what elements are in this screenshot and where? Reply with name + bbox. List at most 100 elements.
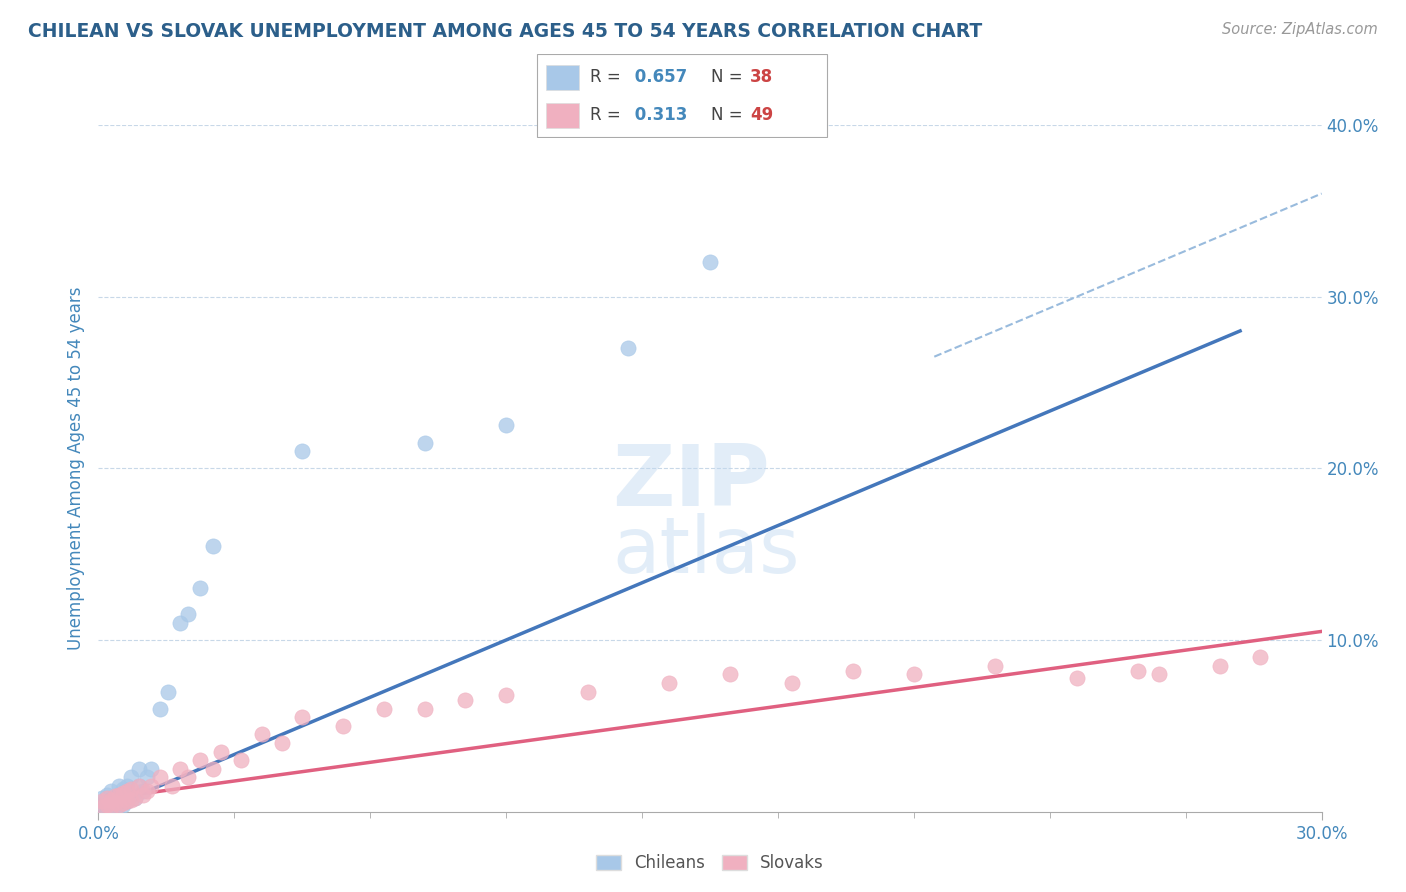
Point: [128, 779, 150, 793]
Point: [115, 779, 138, 793]
Point: [617, 341, 640, 355]
Text: N =: N =: [711, 69, 742, 87]
Point: [169, 762, 191, 776]
Point: [100, 793, 122, 807]
Point: [332, 719, 354, 733]
Point: [91, 799, 114, 814]
Point: [201, 539, 224, 553]
Point: [91, 794, 114, 808]
Point: [111, 782, 134, 797]
Point: [104, 791, 127, 805]
Point: [100, 793, 122, 807]
Point: [108, 797, 131, 812]
Point: [100, 799, 122, 814]
Point: [96, 794, 118, 808]
Point: [177, 770, 200, 785]
Text: N =: N =: [711, 106, 742, 124]
Point: [495, 688, 517, 702]
Point: [108, 796, 131, 810]
Point: [120, 770, 142, 785]
Text: 38: 38: [749, 69, 773, 87]
Point: [169, 615, 191, 630]
Point: [1209, 658, 1232, 673]
Point: [177, 607, 200, 622]
Point: [96, 797, 118, 812]
Point: [373, 701, 395, 715]
Point: [96, 797, 118, 812]
Text: R =: R =: [591, 69, 621, 87]
FancyBboxPatch shape: [537, 54, 827, 137]
Point: [413, 701, 436, 715]
Point: [413, 435, 436, 450]
Point: [1249, 650, 1271, 665]
FancyBboxPatch shape: [546, 64, 579, 90]
Point: [91, 796, 114, 810]
Text: 0.313: 0.313: [628, 106, 688, 124]
Point: [132, 788, 155, 802]
Point: [96, 788, 118, 802]
Point: [188, 582, 212, 596]
Point: [454, 693, 477, 707]
Point: [104, 801, 127, 815]
Point: [108, 779, 131, 793]
Point: [132, 784, 155, 798]
Point: [111, 796, 134, 810]
Point: [96, 791, 118, 805]
Point: [718, 667, 742, 681]
Point: [188, 753, 212, 767]
Point: [495, 418, 517, 433]
Point: [136, 770, 159, 785]
Point: [291, 444, 314, 458]
Point: [231, 753, 253, 767]
Point: [201, 762, 224, 776]
Point: [141, 779, 163, 793]
Point: [115, 794, 138, 808]
Point: [699, 255, 721, 269]
Point: [136, 784, 159, 798]
Text: 0.657: 0.657: [628, 69, 688, 87]
Point: [91, 791, 114, 805]
Y-axis label: Unemployment Among Ages 45 to 54 years: Unemployment Among Ages 45 to 54 years: [66, 286, 84, 650]
Point: [1066, 671, 1088, 685]
Point: [984, 658, 1007, 673]
Point: [111, 786, 134, 800]
Point: [128, 779, 150, 793]
Point: [124, 791, 146, 805]
Text: Source: ZipAtlas.com: Source: ZipAtlas.com: [1222, 22, 1378, 37]
Point: [141, 762, 163, 776]
Text: atlas: atlas: [612, 513, 800, 589]
Point: [128, 762, 150, 776]
Point: [120, 793, 142, 807]
Point: [120, 788, 142, 802]
Point: [1128, 664, 1150, 678]
Point: [841, 664, 863, 678]
Point: [250, 727, 273, 741]
Point: [104, 796, 127, 810]
Text: 49: 49: [749, 106, 773, 124]
Point: [1147, 667, 1170, 681]
Point: [156, 684, 179, 698]
Point: [124, 791, 146, 805]
Point: [108, 788, 131, 802]
Point: [576, 684, 599, 698]
Point: [91, 799, 114, 814]
Text: CHILEAN VS SLOVAK UNEMPLOYMENT AMONG AGES 45 TO 54 YEARS CORRELATION CHART: CHILEAN VS SLOVAK UNEMPLOYMENT AMONG AGE…: [28, 22, 983, 41]
Point: [658, 676, 681, 690]
Point: [111, 797, 134, 812]
Point: [120, 782, 142, 797]
Point: [104, 789, 127, 804]
Point: [291, 710, 314, 724]
Point: [160, 779, 183, 793]
Point: [100, 799, 122, 814]
Text: R =: R =: [591, 106, 621, 124]
Point: [780, 676, 803, 690]
Point: [903, 667, 925, 681]
Legend: Chileans, Slovaks: Chileans, Slovaks: [589, 847, 831, 879]
FancyBboxPatch shape: [546, 103, 579, 128]
Point: [149, 770, 172, 785]
Point: [115, 784, 138, 798]
Point: [149, 701, 172, 715]
Point: [96, 801, 118, 815]
Text: ZIP: ZIP: [612, 441, 770, 524]
Point: [270, 736, 294, 750]
